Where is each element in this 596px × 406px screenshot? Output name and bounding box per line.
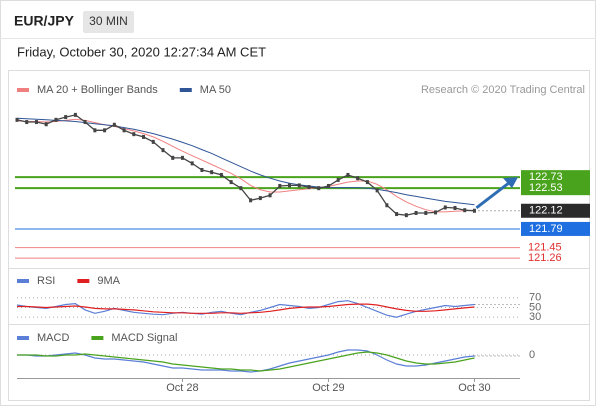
candle: [112, 122, 116, 127]
timeframe[interactable]: 30 MIN: [89, 14, 128, 28]
candle: [297, 183, 301, 188]
candle: [200, 167, 204, 172]
candle: [356, 176, 360, 181]
candle: [73, 112, 77, 117]
date: Friday, October 30, 2020 12:27:34 AM CET: [17, 44, 266, 59]
y-tick-label: 70: [529, 292, 541, 304]
legend-label: MACD Signal: [111, 332, 177, 344]
legend-swatch: [91, 336, 104, 340]
attribution: Research © 2020 Trading Central: [421, 84, 585, 96]
candle: [229, 180, 233, 185]
candle: [83, 120, 87, 125]
legend-swatch: [17, 336, 29, 340]
candle: [25, 120, 29, 125]
candle: [463, 208, 467, 213]
candle: [375, 188, 379, 193]
candle: [288, 183, 292, 188]
candle: [239, 186, 243, 191]
candle: [64, 115, 68, 120]
level-label: 121.45: [528, 242, 562, 254]
level-label: 121.26: [528, 252, 562, 264]
level-tag: [521, 170, 590, 185]
timeframe-pill[interactable]: [83, 11, 134, 33]
legend-label: MA 20 + Bollinger Bands: [37, 84, 158, 96]
level-label: 122.73: [529, 171, 563, 183]
candle: [161, 148, 165, 153]
candle: [44, 122, 48, 127]
candle: [142, 134, 146, 139]
legend-swatch: [17, 88, 29, 92]
legend-swatch: [17, 279, 29, 283]
candle: [346, 172, 350, 177]
legend-swatch: [179, 88, 192, 92]
candle: [258, 196, 262, 201]
candle: [180, 155, 184, 160]
x-tick-label: Oct 30: [458, 382, 490, 394]
series-line: [17, 351, 475, 372]
y-tick-label: 30: [529, 311, 541, 323]
candle: [122, 128, 126, 133]
level-label: 122.53: [529, 182, 563, 194]
candle: [365, 180, 369, 185]
level-tag: [521, 181, 590, 196]
symbol: EUR/JPY: [14, 13, 75, 29]
x-tick-label: Oct 29: [312, 382, 344, 394]
candle: [307, 185, 311, 190]
last-price-label: 122.12: [529, 205, 563, 217]
level-tag: [521, 221, 590, 236]
candle: [404, 213, 408, 218]
series-line: [16, 118, 475, 213]
legend-swatch: [77, 279, 90, 283]
level-label: 121.79: [529, 223, 563, 235]
candle: [103, 128, 107, 133]
candle: [453, 206, 457, 210]
last-price-tag: [521, 203, 590, 218]
candle: [336, 177, 340, 182]
candle: [443, 205, 447, 210]
price-line: [16, 114, 475, 216]
legend-label: MA 50: [200, 84, 231, 96]
candle: [434, 210, 438, 215]
candle: [15, 117, 19, 122]
forecast-arrowhead: [503, 177, 518, 189]
candle: [414, 210, 418, 215]
candle: [132, 132, 136, 137]
candle: [210, 170, 214, 175]
y-tick-label: 50: [529, 301, 541, 313]
candle: [278, 183, 282, 188]
x-tick-label: Oct 28: [166, 382, 198, 394]
candle: [151, 139, 155, 144]
legend-label: MACD: [37, 332, 69, 344]
candle: [268, 193, 272, 198]
candle: [395, 212, 399, 217]
candle: [93, 128, 97, 133]
series-line: [16, 117, 475, 206]
legend-label: RSI: [37, 275, 55, 287]
candle: [190, 161, 194, 166]
candle: [249, 198, 253, 203]
candle: [54, 117, 58, 122]
candle: [317, 186, 321, 191]
candle: [326, 183, 330, 188]
forecast-arrow: [475, 180, 511, 209]
candle: [385, 203, 389, 208]
series-line: [17, 349, 475, 373]
y-tick-label: 0: [529, 349, 535, 361]
legend-label: 9MA: [97, 275, 120, 287]
series-line: [17, 303, 475, 314]
candle: [171, 155, 175, 160]
candle: [34, 120, 38, 125]
candle: [424, 210, 428, 215]
candle: [219, 172, 223, 177]
